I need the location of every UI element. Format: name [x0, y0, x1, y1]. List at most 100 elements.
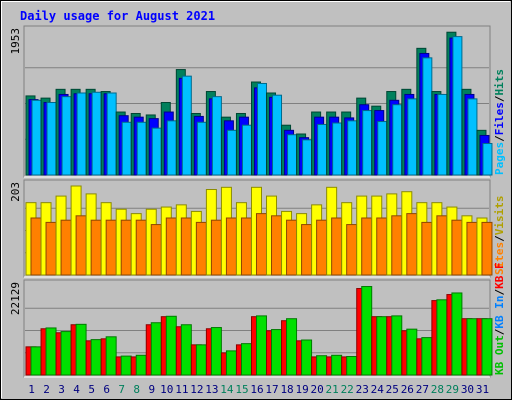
bar-pages-day-18 [287, 134, 298, 176]
bar-pages-day-3 [61, 96, 72, 176]
bar-sites-day-27 [421, 221, 433, 276]
day-label-30: 30 [461, 383, 474, 396]
bar-pages-day-31 [482, 143, 493, 176]
bar-sites-day-10 [165, 217, 177, 276]
bar-kb-out-day-31 [481, 318, 493, 376]
legend-entry: / [493, 328, 506, 335]
bar-sites-day-8 [135, 219, 147, 276]
y-max-label: 203 [9, 182, 22, 202]
bar-sites-day-3 [60, 219, 72, 276]
day-label-24: 24 [371, 383, 385, 396]
bar-sites-day-4 [75, 215, 87, 276]
day-label-16: 16 [250, 383, 263, 396]
bar-pages-day-26 [407, 98, 418, 176]
day-label-28: 28 [431, 383, 444, 396]
chart-title: Daily usage for August 2021 [20, 9, 215, 23]
day-label-11: 11 [175, 383, 188, 396]
bar-pages-day-25 [392, 104, 403, 176]
bar-kb-out-day-26 [406, 328, 418, 376]
bar-kb-out-day-23 [361, 286, 373, 376]
bar-pages-day-13 [211, 96, 222, 176]
y-max-label: 22129 [9, 282, 22, 315]
legend-entry: Files [493, 102, 506, 135]
bar-pages-day-15 [241, 124, 252, 176]
bar-kb-out-day-22 [346, 355, 358, 376]
bar-sites-day-24 [376, 217, 388, 276]
day-label-26: 26 [401, 383, 414, 396]
bar-sites-day-14 [225, 217, 237, 276]
bar-kb-out-day-25 [391, 315, 403, 376]
day-label-6: 6 [103, 383, 110, 396]
bar-sites-day-17 [271, 215, 283, 276]
day-label-31: 31 [476, 383, 489, 396]
bar-pages-day-5 [91, 91, 102, 176]
bar-pages-day-19 [302, 139, 313, 176]
bar-kb-out-day-20 [316, 355, 328, 376]
bar-sites-day-6 [105, 219, 117, 276]
bar-sites-day-12 [195, 221, 207, 276]
bar-pages-day-29 [452, 36, 463, 176]
day-label-5: 5 [88, 383, 95, 396]
bar-pages-day-2 [46, 102, 57, 176]
day-label-20: 20 [311, 383, 324, 396]
bar-pages-day-28 [437, 93, 448, 176]
bar-pages-day-23 [362, 110, 373, 176]
legend-entry: / [493, 289, 506, 296]
bar-kb-out-day-24 [376, 316, 388, 376]
bar-kb-out-day-12 [195, 344, 207, 376]
y-max-label: 1953 [9, 28, 22, 55]
day-label-13: 13 [205, 383, 218, 396]
bar-kb-out-day-14 [225, 350, 237, 376]
bar-sites-day-15 [240, 217, 252, 276]
bar-sites-day-20 [316, 219, 328, 276]
day-label-3: 3 [58, 383, 65, 396]
day-label-19: 19 [295, 383, 308, 396]
bar-pages-day-4 [76, 92, 87, 176]
bar-pages-day-16 [256, 82, 267, 176]
bar-sites-day-13 [210, 219, 222, 276]
bar-pages-day-12 [196, 121, 207, 176]
day-label-9: 9 [148, 383, 155, 396]
day-label-7: 7 [118, 383, 125, 396]
bar-sites-day-21 [331, 217, 343, 276]
bar-sites-day-31 [481, 221, 493, 276]
day-label-14: 14 [220, 383, 234, 396]
day-label-27: 27 [416, 383, 429, 396]
bar-sites-day-18 [286, 219, 298, 276]
bar-kb-out-day-7 [120, 355, 132, 376]
panel-legend: Pages/Files/Hits [493, 69, 506, 175]
bar-kb-out-day-17 [271, 329, 283, 376]
bar-sites-day-2 [45, 221, 57, 276]
bar-kb-out-day-28 [436, 299, 448, 376]
bar-pages-day-30 [467, 98, 478, 176]
day-label-23: 23 [356, 383, 369, 396]
bar-sites-day-29 [451, 219, 463, 276]
bar-pages-day-9 [151, 127, 162, 176]
legend-entry: KB F [493, 262, 506, 289]
bar-kb-out-day-8 [135, 354, 147, 376]
legend-entry: KB Out [493, 335, 506, 375]
day-label-21: 21 [326, 383, 339, 396]
bar-kb-out-day-21 [331, 354, 343, 376]
day-label-4: 4 [73, 383, 80, 396]
bar-kb-out-day-19 [301, 339, 313, 376]
bar-kb-out-day-30 [466, 318, 478, 376]
bar-pages-day-8 [136, 121, 147, 176]
panel-visits-sites: 203 Sites/Visits [9, 179, 506, 278]
bar-sites-day-23 [361, 217, 373, 276]
bar-kb-out-day-4 [75, 323, 87, 376]
legend-entry: Hits [493, 69, 506, 96]
bar-pages-day-1 [31, 99, 42, 176]
bar-kb-out-day-11 [180, 324, 192, 376]
bar-sites-day-16 [255, 213, 267, 276]
bar-pages-day-11 [181, 75, 192, 176]
bar-sites-day-1 [30, 217, 42, 276]
bar-kb-out-day-10 [165, 315, 177, 376]
bar-sites-day-30 [466, 221, 478, 276]
bar-sites-day-28 [436, 215, 448, 276]
bar-sites-day-26 [406, 213, 418, 276]
legend-entry: / [493, 135, 506, 142]
bar-kb-out-day-16 [255, 315, 267, 376]
bar-kb-out-day-1 [30, 346, 42, 376]
